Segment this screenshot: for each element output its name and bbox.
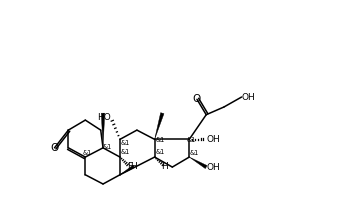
Text: O: O	[51, 143, 59, 153]
Text: &1: &1	[102, 144, 112, 150]
Polygon shape	[120, 165, 134, 175]
Text: OH: OH	[206, 135, 220, 144]
Text: &1: &1	[190, 150, 199, 156]
Text: &1: &1	[187, 137, 196, 143]
Polygon shape	[155, 113, 164, 139]
Text: &1: &1	[121, 140, 130, 146]
Text: &1: &1	[155, 149, 165, 155]
Text: OH: OH	[242, 92, 255, 102]
Text: H: H	[130, 162, 137, 171]
Polygon shape	[101, 113, 105, 148]
Text: HO: HO	[97, 112, 111, 121]
Text: O: O	[193, 94, 201, 104]
Text: F: F	[127, 162, 132, 171]
Text: &1: &1	[121, 149, 130, 155]
Text: &1: &1	[82, 150, 91, 156]
Text: H: H	[161, 162, 168, 171]
Text: &1: &1	[155, 137, 165, 143]
Text: OH: OH	[206, 163, 220, 172]
Polygon shape	[189, 157, 207, 169]
